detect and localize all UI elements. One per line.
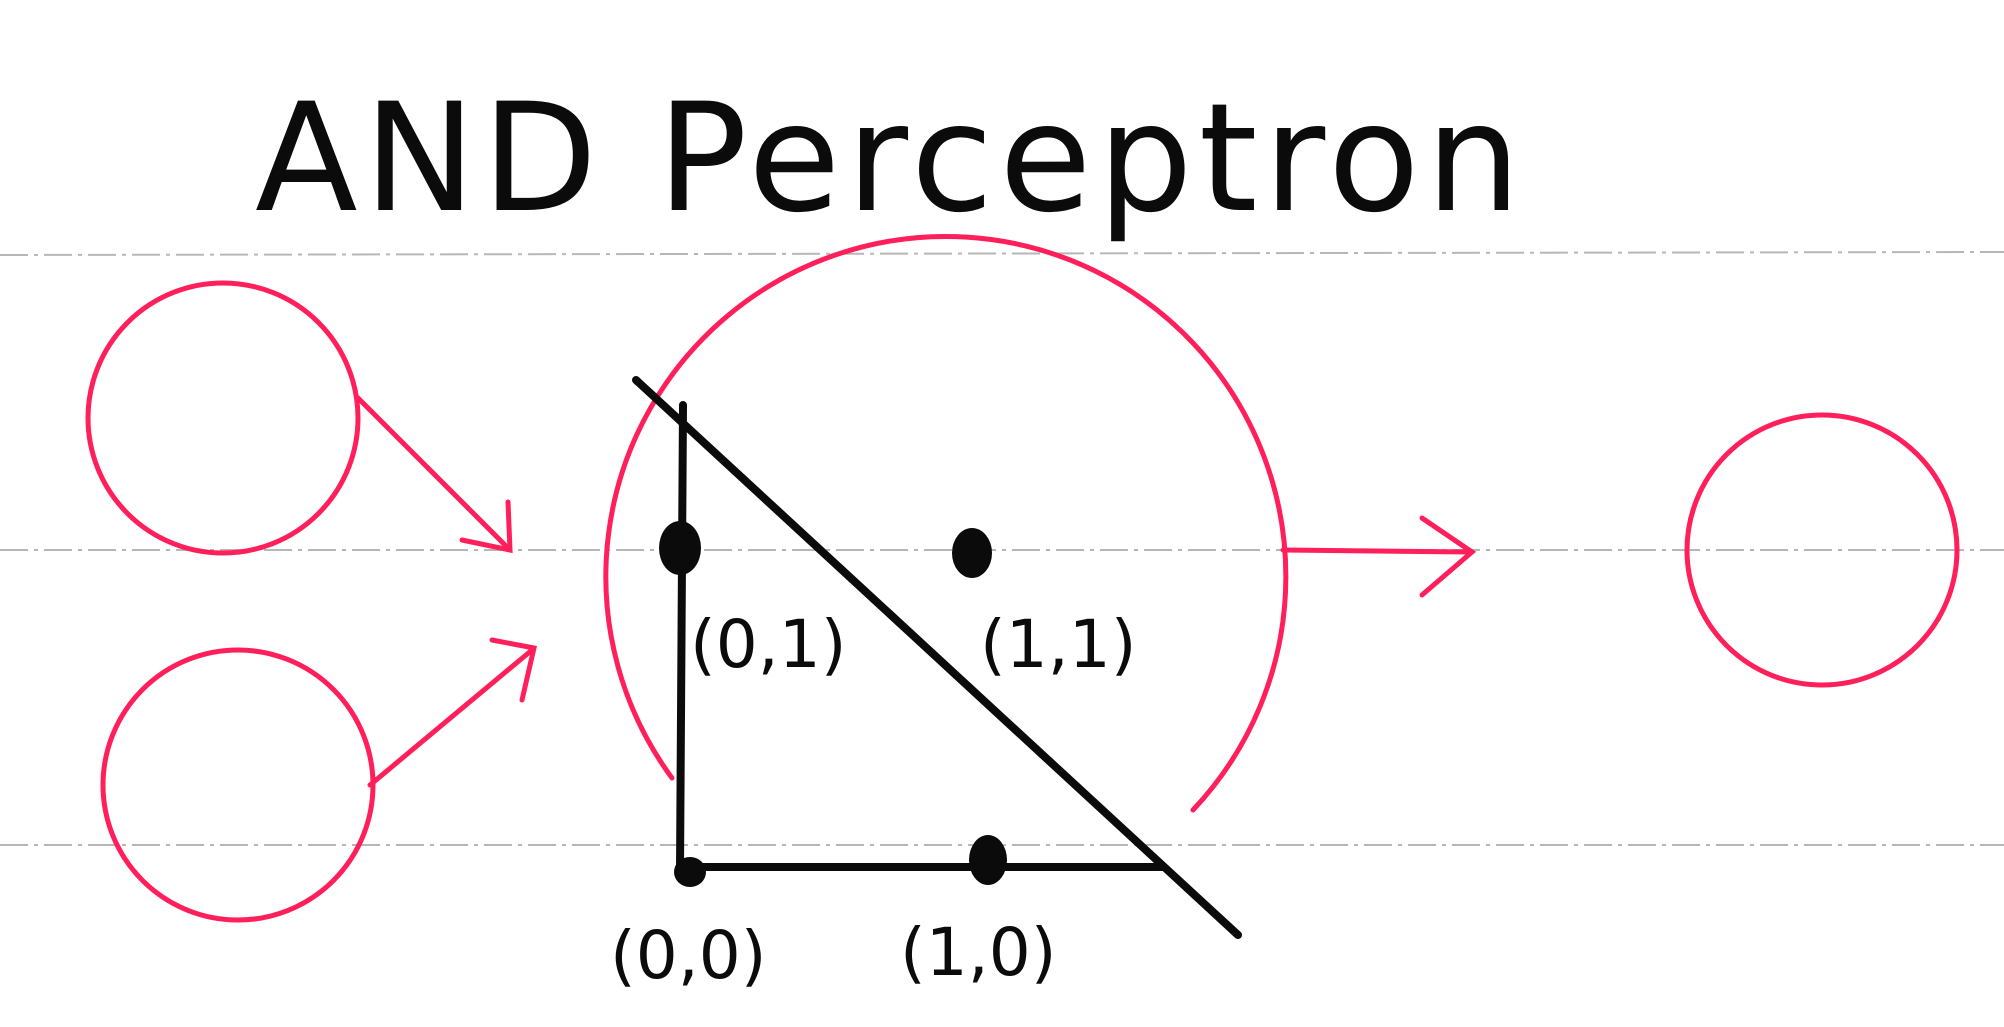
- input-arrow-1: [355, 395, 513, 554]
- output-arrow: [1280, 515, 1477, 598]
- point-0-0-dot: [674, 857, 706, 887]
- point-1-0-dot: [969, 835, 1007, 885]
- point-0-1-label: (0,1): [690, 606, 846, 683]
- ruled-line: [0, 251, 2004, 256]
- input-neuron-1: [85, 280, 361, 556]
- input-arrow-2: [367, 637, 538, 788]
- perceptron-neuron: [603, 234, 1289, 813]
- point-1-0-label: (1,0): [900, 914, 1056, 991]
- point-0-0-label: (0,0): [610, 917, 766, 994]
- y-axis: [676, 401, 687, 874]
- input-neuron-2: [100, 647, 376, 923]
- point-0-1-dot: [659, 521, 701, 575]
- point-1-1-label: (1,1): [980, 606, 1136, 683]
- point-1-1-dot: [952, 528, 992, 578]
- output-neuron: [1684, 412, 1960, 688]
- diagram-title: AND Perceptron: [255, 72, 1527, 246]
- decision-boundary-line: [632, 376, 1242, 939]
- ruled-lines: [0, 251, 2004, 846]
